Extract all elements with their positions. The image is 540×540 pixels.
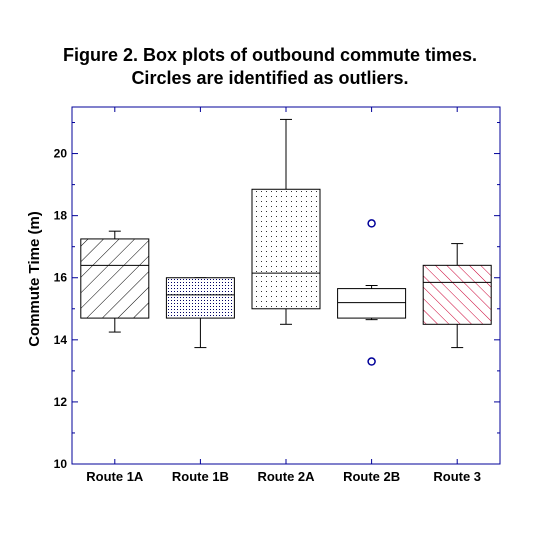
box-route-1a — [80, 230, 150, 333]
y-tick-label: 20 — [54, 147, 68, 161]
y-tick-label: 16 — [54, 271, 68, 285]
box-route-3 — [422, 243, 492, 349]
box-iqr — [80, 238, 150, 319]
box-series — [80, 118, 492, 366]
box-route-2a — [251, 118, 321, 325]
outlier-point — [367, 219, 376, 228]
y-axis-label: Commute Time (m) — [26, 211, 43, 347]
y-tick-label: 12 — [54, 395, 68, 409]
x-category-label: Route 2A — [257, 469, 315, 484]
outlier-point — [367, 357, 376, 366]
x-category-label: Route 1A — [86, 469, 144, 484]
x-category-label: Route 3 — [433, 469, 481, 484]
y-tick-label: 10 — [54, 457, 68, 471]
box-iqr — [251, 188, 321, 310]
x-category-label: Route 2B — [343, 469, 400, 484]
box-route-1b — [165, 277, 235, 349]
chart-title: Figure 2. Box plots of outbound commute … — [0, 44, 540, 90]
axes: 10 12 14 16 18 20 Route 1A Route 1B Route 2A Rout… — [54, 107, 500, 484]
x-category-label: Route 1B — [172, 469, 229, 484]
box-iqr — [165, 277, 235, 319]
box-route-2b — [337, 219, 407, 366]
y-tick-label: 14 — [54, 333, 68, 347]
box-iqr — [337, 288, 407, 319]
chart-title-line-2: Circles are identified as outliers. — [131, 68, 409, 88]
box-iqr — [422, 264, 492, 325]
y-tick-label: 18 — [54, 209, 68, 223]
chart-title-line-1: Figure 2. Box plots of outbound commute … — [62, 45, 477, 65]
